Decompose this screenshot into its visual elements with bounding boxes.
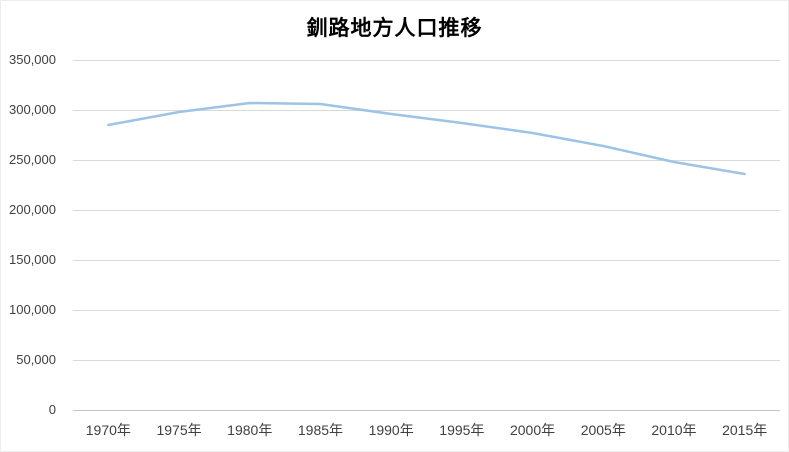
y-tick-label: 0 [48, 402, 56, 417]
x-tick-label: 1990年 [368, 422, 414, 438]
x-tick-label: 1995年 [439, 422, 485, 438]
y-tick-label: 150,000 [9, 252, 56, 267]
gridline-300000 [73, 110, 780, 111]
gridline-150000 [73, 260, 780, 261]
y-tick-label: 350,000 [9, 52, 56, 67]
y-axis: 350,000 300,000 250,000 200,000 150,000 … [1, 1, 56, 451]
x-tick-label: 1980年 [227, 422, 273, 438]
y-tick-label: 300,000 [9, 102, 56, 117]
x-tick-label: 1975年 [156, 422, 202, 438]
y-tick-label: 200,000 [9, 202, 56, 217]
x-tick-label: 2015年 [722, 422, 768, 438]
x-tick-label: 2010年 [651, 422, 697, 438]
gridline-50000 [73, 360, 780, 361]
gridline-100000 [73, 310, 780, 311]
chart-title: 釧路地方人口推移 [306, 17, 483, 40]
y-tick-label: 100,000 [9, 302, 56, 317]
plot-area [73, 1, 780, 451]
y-tick-label: 250,000 [9, 152, 56, 167]
x-tick-label: 2000年 [509, 422, 556, 438]
y-tick-label: 50,000 [16, 352, 56, 367]
x-tick-label: 1985年 [297, 422, 344, 438]
x-tick-label: 2005年 [580, 422, 626, 438]
gridline-250000 [73, 160, 780, 161]
x-tick-label: 1970年 [85, 422, 131, 438]
gridline-200000 [73, 210, 780, 211]
population-line-series [107, 101, 746, 176]
x-axis-line [73, 410, 780, 411]
gridline-350000 [73, 60, 780, 61]
x-axis: 1970年 1975年 1980年 1985年 1990年 1995年 2000… [73, 421, 780, 439]
